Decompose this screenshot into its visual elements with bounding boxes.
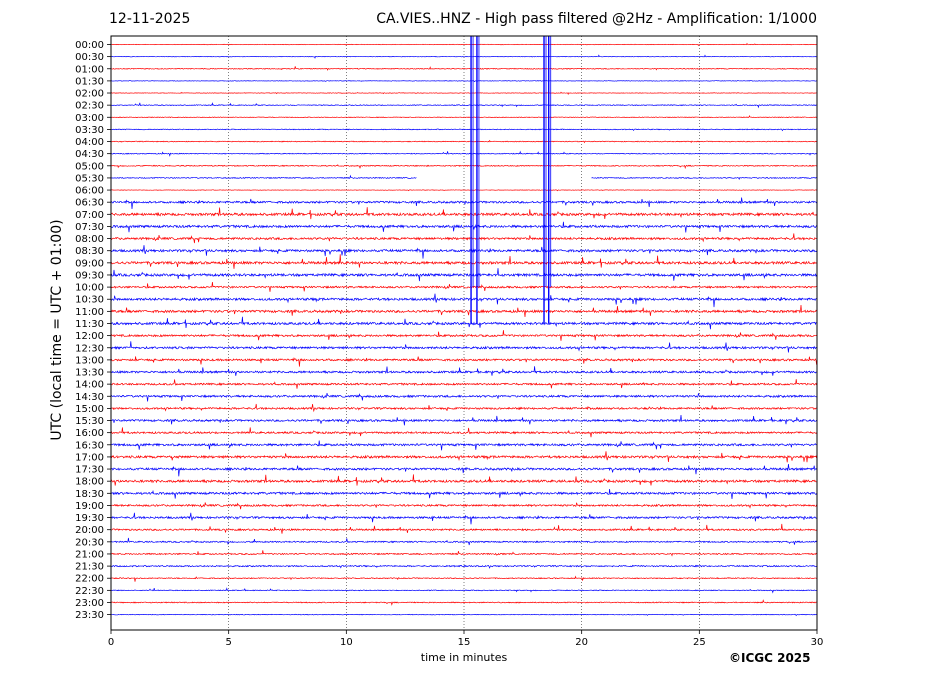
- copyright-label: ©ICGC 2025: [729, 651, 811, 665]
- y-tick-label: 00:00: [75, 40, 104, 51]
- y-tick-label: 04:30: [75, 149, 104, 160]
- x-tick-label: 0: [108, 637, 114, 648]
- y-tick-label: 13:00: [75, 355, 104, 366]
- x-tick-label: 5: [225, 637, 231, 648]
- y-tick-label: 16:00: [75, 428, 104, 439]
- y-tick-label: 03:30: [75, 125, 104, 136]
- trace-0400: [111, 141, 817, 143]
- y-tick-label: 06:00: [75, 186, 104, 197]
- trace-1330: [111, 366, 817, 376]
- x-tick-label: 10: [340, 637, 353, 648]
- trace-0230: [111, 103, 817, 107]
- y-tick-label: 09:30: [75, 270, 104, 281]
- y-tick-label: 18:00: [75, 477, 104, 488]
- y-tick-label: 22:00: [75, 574, 104, 585]
- y-tick-label: 07:00: [75, 210, 104, 221]
- y-tick-label: 22:30: [75, 586, 104, 597]
- y-tick-label: 15:30: [75, 416, 104, 427]
- y-tick-label: 18:30: [75, 489, 104, 500]
- y-tick-label: 05:00: [75, 161, 104, 172]
- x-tick-label: 25: [693, 637, 706, 648]
- y-tick-label: 05:30: [75, 173, 104, 184]
- y-tick-label: 02:30: [75, 101, 104, 112]
- y-tick-label: 11:00: [75, 307, 104, 318]
- y-tick-label: 12:00: [75, 331, 104, 342]
- y-tick-label: 16:30: [75, 440, 104, 451]
- y-tick-label: 23:00: [75, 598, 104, 609]
- y-tick-label: 01:00: [75, 64, 104, 75]
- y-tick-label: 03:00: [75, 113, 104, 124]
- y-tick-label: 10:30: [75, 295, 104, 306]
- x-axis-label: time in minutes: [421, 651, 507, 664]
- y-tick-label: 15:00: [75, 404, 104, 415]
- x-tick-label: 30: [811, 637, 824, 648]
- y-tick-label: 01:30: [75, 76, 104, 87]
- y-tick-label: 21:30: [75, 562, 104, 573]
- trace-0730: [111, 222, 817, 233]
- traces-group: [111, 43, 817, 615]
- y-tick-label: 02:00: [75, 89, 104, 100]
- y-tick-label: 20:30: [75, 537, 104, 548]
- trace-1700: [111, 451, 817, 462]
- trace-0430: [111, 151, 817, 155]
- y-tick-label: 08:00: [75, 234, 104, 245]
- x-tick-label: 20: [575, 637, 588, 648]
- trace-0600: [111, 190, 817, 191]
- trace-1430: [111, 393, 817, 401]
- trace-0830: [111, 245, 817, 258]
- y-tick-label: 06:30: [75, 198, 104, 209]
- y-tick-label: 14:00: [75, 380, 104, 391]
- trace-1000: [111, 282, 817, 292]
- trace-1830: [111, 489, 817, 499]
- y-tick-label: 14:30: [75, 392, 104, 403]
- trace-0130: [111, 80, 817, 81]
- y-tick-label: 10:00: [75, 283, 104, 294]
- trace-1900: [111, 502, 817, 509]
- y-tick-label: 00:30: [75, 52, 104, 63]
- y-tick-label: 08:30: [75, 246, 104, 257]
- trace-0300: [111, 116, 817, 118]
- y-tick-label: 04:00: [75, 137, 104, 148]
- y-tick-label: 12:30: [75, 343, 104, 354]
- y-tick-label: 17:00: [75, 452, 104, 463]
- y-tick-label: 21:00: [75, 549, 104, 560]
- y-tick-label: 09:00: [75, 258, 104, 269]
- x-tick-label: 15: [458, 637, 471, 648]
- y-tick-label: 20:00: [75, 525, 104, 536]
- y-tick-label: 19:30: [75, 513, 104, 524]
- trace-2030: [111, 538, 817, 545]
- y-tick-label: 19:00: [75, 501, 104, 512]
- y-tick-label: 11:30: [75, 319, 104, 330]
- y-tick-label: 13:30: [75, 368, 104, 379]
- y-tick-label: 17:30: [75, 465, 104, 476]
- y-tick-label: 07:30: [75, 222, 104, 233]
- y-tick-label: 23:30: [75, 610, 104, 621]
